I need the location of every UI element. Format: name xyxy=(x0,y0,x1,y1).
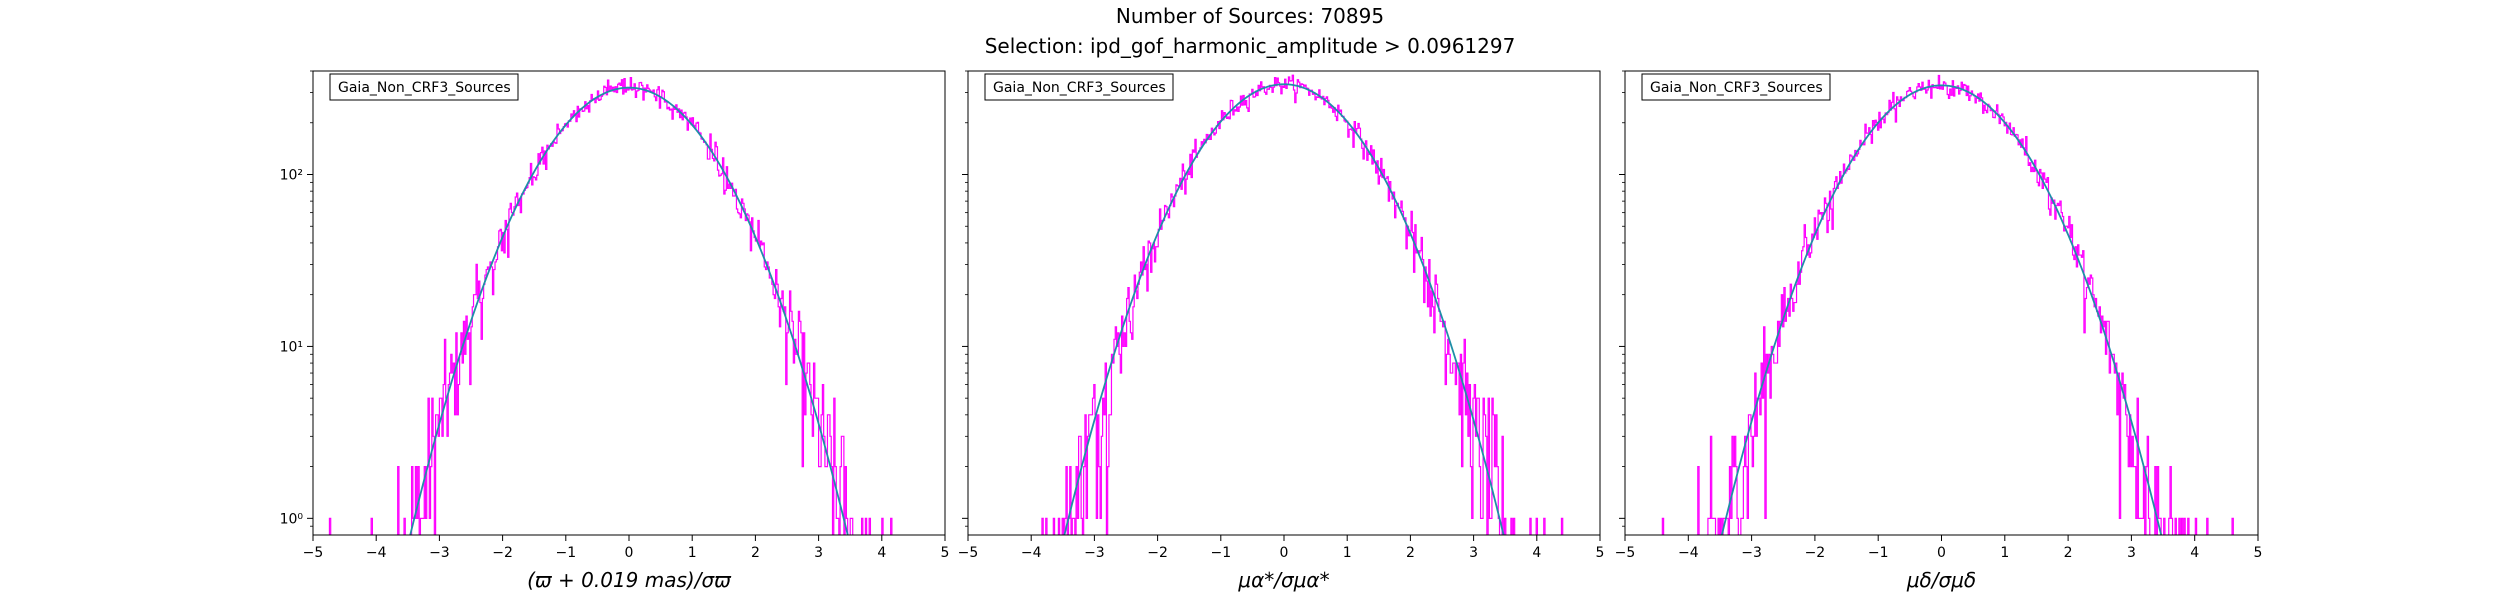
axes-frame xyxy=(967,70,1601,536)
x-tick-label: 5 xyxy=(2254,545,2263,561)
x-tick-label: 3 xyxy=(1469,545,1478,561)
x-tick-label: 2 xyxy=(751,545,760,561)
histogram-series xyxy=(328,77,893,535)
axes-frame xyxy=(1624,70,2259,536)
histogram-series xyxy=(1041,74,1564,535)
legend-box xyxy=(984,73,1174,101)
x-tick-label: 0 xyxy=(1937,545,1946,561)
x-tick-label: 2 xyxy=(1406,545,1415,561)
y-tick-label: 10¹ xyxy=(280,339,303,355)
x-tick-label: 2 xyxy=(2064,545,2073,561)
figure-title: Number of Sources: 70895 xyxy=(1115,4,1385,28)
subplot-3: −5 −4 −3 −2 −1 0 1 2 3 4 5 Gaia_Non_CRF3_Sources μδ/… xyxy=(1615,70,2263,592)
gaussian-fit-line xyxy=(409,86,849,535)
x-tick-label: −1 xyxy=(555,545,576,561)
legend-box xyxy=(329,73,519,101)
x-tick-label: −1 xyxy=(1868,545,1889,561)
y-tick-label: 10⁰ xyxy=(280,511,304,527)
x-tick-label: −3 xyxy=(429,545,450,561)
x-tick-label: 1 xyxy=(688,545,697,561)
subplot-1: −5 −4 −3 −2 −1 0 1 2 3 4 5 10⁰ 10¹ 10² Gaia_Non_CRF3_S… xyxy=(280,70,950,592)
x-tick-label: 5 xyxy=(941,545,950,561)
x-tick-label: −3 xyxy=(1741,545,1762,561)
x-tick-label: 4 xyxy=(877,545,886,561)
subplot-2: −5 −4 −3 −2 −1 0 1 2 3 4 5 Gaia_Non_CRF3_Sources μα*… xyxy=(958,70,1605,592)
x-tick-label: −5 xyxy=(1615,545,1636,561)
x-tick-label: 5 xyxy=(1596,545,1605,561)
histogram-series xyxy=(1661,74,2234,535)
legend-label: Gaia_Non_CRF3_Sources xyxy=(1650,80,1823,96)
x-tick-label: −1 xyxy=(1210,545,1231,561)
x-tick-label: −3 xyxy=(1084,545,1105,561)
x-tick-label: −2 xyxy=(492,545,513,561)
x-tick-label: −5 xyxy=(958,545,979,561)
legend-label: Gaia_Non_CRF3_Sources xyxy=(993,80,1166,96)
x-tick-label: −4 xyxy=(1021,545,1042,561)
x-tick-label: 4 xyxy=(2190,545,2199,561)
figure-subtitle: Selection: ipd_gof_harmonic_amplitude > … xyxy=(984,34,1516,58)
x-tick-label: 0 xyxy=(625,545,634,561)
x-tick-label: 0 xyxy=(1280,545,1289,561)
legend-box xyxy=(1641,73,1831,101)
x-axis-label: μδ/σμδ xyxy=(1906,568,1976,592)
axes-frame xyxy=(312,70,946,536)
x-tick-label: −2 xyxy=(1147,545,1168,561)
x-axis-label: (ϖ + 0.019 mas)/σϖ xyxy=(527,568,732,592)
x-tick-label: −5 xyxy=(303,545,324,561)
x-tick-label: 3 xyxy=(2127,545,2136,561)
x-tick-label: −4 xyxy=(366,545,387,561)
gaussian-fit-line xyxy=(1063,83,1505,535)
x-tick-label: 1 xyxy=(1343,545,1352,561)
x-axis-label: μα*/σμα* xyxy=(1237,568,1329,592)
x-tick-label: −4 xyxy=(1678,545,1699,561)
x-tick-label: 3 xyxy=(814,545,823,561)
legend-label: Gaia_Non_CRF3_Sources xyxy=(338,80,511,96)
gaussian-fit-line xyxy=(1720,84,2163,535)
x-tick-label: 4 xyxy=(1532,545,1541,561)
x-tick-label: −2 xyxy=(1805,545,1826,561)
y-tick-label: 10² xyxy=(280,168,303,184)
x-tick-label: 1 xyxy=(2000,545,2009,561)
